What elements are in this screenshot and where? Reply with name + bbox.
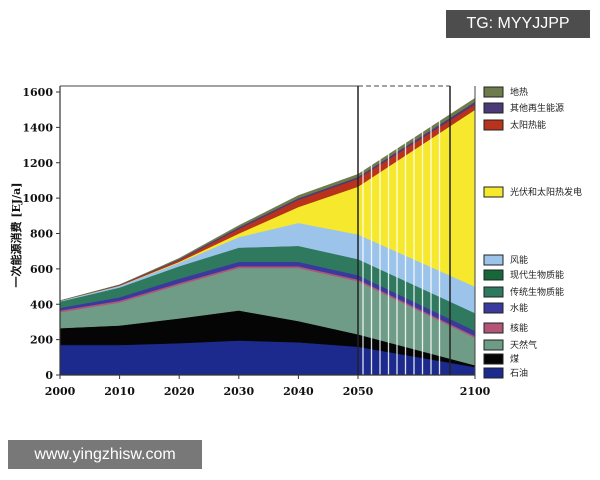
x-tick-label: 2030 — [223, 385, 254, 398]
legend-swatch — [483, 353, 504, 365]
y-tick-label: 200 — [30, 334, 53, 347]
y-tick-label: 1600 — [22, 86, 53, 99]
legend-label: 光伏和太阳热发电 — [510, 186, 582, 198]
legend-swatch — [483, 254, 504, 266]
x-tick-label: 2050 — [343, 385, 374, 398]
legend-swatch — [483, 86, 504, 98]
legend-label: 地热 — [510, 86, 528, 98]
legend-label: 石油 — [510, 367, 528, 379]
legend-label: 风能 — [510, 254, 528, 266]
legend-label: 水能 — [510, 302, 528, 314]
y-tick-label: 1200 — [22, 157, 53, 170]
legend-swatch — [483, 302, 504, 314]
watermark-bottom: www.yingzhisw.com — [8, 440, 202, 469]
y-tick-label: 0 — [45, 369, 53, 382]
legend-swatch — [483, 119, 504, 131]
y-axis-label: 一次能源消费 [EJ/a] — [9, 183, 23, 288]
legend-swatch — [483, 286, 504, 298]
legend-label: 天然气 — [510, 339, 537, 351]
y-tick-label: 400 — [30, 298, 53, 311]
x-tick-label: 2010 — [104, 385, 135, 398]
legend-swatch — [483, 322, 504, 334]
legend-swatch — [483, 186, 504, 198]
x-tick-label: 2040 — [283, 385, 314, 398]
y-tick-label: 800 — [30, 228, 53, 241]
legend-label: 现代生物质能 — [510, 269, 564, 281]
legend-label: 核能 — [510, 322, 528, 334]
y-tick-label: 1400 — [22, 121, 53, 134]
legend-label: 其他再生能源 — [510, 102, 564, 114]
x-tick-label: 2000 — [45, 385, 76, 398]
x-tick-label: 2100 — [460, 385, 491, 398]
legend-swatch — [483, 367, 504, 379]
legend-swatch — [483, 269, 504, 281]
watermark-top: TG: MYYJJPP — [446, 10, 590, 38]
x-tick-label: 2020 — [164, 385, 195, 398]
legend-label: 煤 — [510, 353, 519, 365]
legend-label: 传统生物质能 — [510, 286, 564, 298]
y-tick-label: 1000 — [22, 192, 53, 205]
legend-swatch — [483, 102, 504, 114]
legend-label: 太阳热能 — [510, 119, 546, 131]
legend-swatch — [483, 339, 504, 351]
y-tick-label: 600 — [30, 263, 53, 276]
